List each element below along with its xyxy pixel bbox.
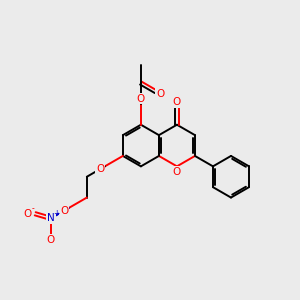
Text: O: O bbox=[156, 89, 164, 99]
Text: O: O bbox=[96, 164, 104, 174]
Text: -: - bbox=[32, 204, 34, 213]
Text: O: O bbox=[173, 97, 181, 107]
Text: +: + bbox=[53, 208, 59, 217]
Text: O: O bbox=[47, 235, 55, 245]
Text: O: O bbox=[137, 94, 145, 103]
Text: N: N bbox=[47, 213, 55, 224]
Text: O: O bbox=[60, 206, 68, 216]
Text: O: O bbox=[173, 167, 181, 177]
Text: O: O bbox=[24, 209, 32, 219]
